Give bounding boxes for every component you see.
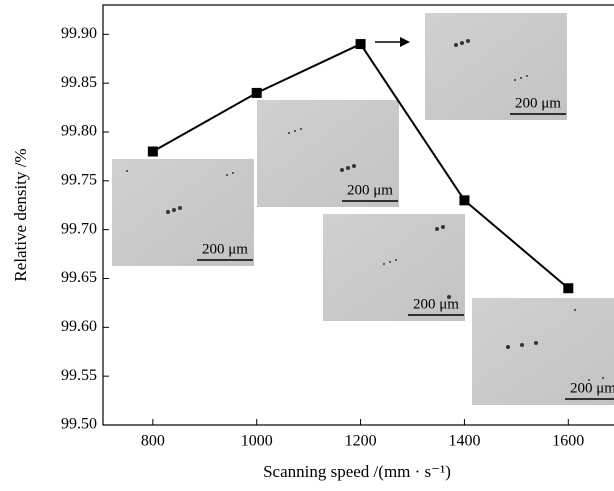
- pore: [574, 309, 576, 311]
- y-tick-label: 99.65: [61, 269, 97, 286]
- data-point: [251, 87, 262, 98]
- y-tick-label: 99.70: [61, 220, 97, 237]
- scale-bar-label: 200 μm: [570, 380, 614, 396]
- pore: [172, 208, 176, 212]
- x-axis-label: Scanning speed /(mm · s⁻¹): [263, 462, 451, 481]
- pore: [395, 259, 397, 261]
- pore: [126, 170, 128, 172]
- pore: [588, 379, 590, 381]
- micrograph: [257, 100, 399, 207]
- pore: [226, 174, 228, 176]
- data-point: [355, 39, 366, 50]
- pore: [166, 210, 170, 214]
- y-tick-label: 99.55: [61, 367, 97, 384]
- pore: [441, 225, 445, 229]
- data-point: [563, 283, 574, 294]
- scale-bar-label: 200 μm: [347, 182, 393, 198]
- data-point: [459, 195, 470, 206]
- pore: [300, 128, 302, 130]
- y-tick-label: 99.90: [61, 25, 97, 42]
- pore: [435, 227, 439, 231]
- pore: [520, 77, 522, 79]
- pore: [454, 43, 458, 47]
- arrow-head: [400, 37, 410, 47]
- micrograph: [112, 159, 254, 266]
- pore: [383, 263, 385, 265]
- x-tick-label: 1000: [241, 433, 273, 450]
- pore: [520, 343, 524, 347]
- y-tick-label: 99.75: [61, 171, 97, 188]
- x-tick-label: 1400: [448, 433, 480, 450]
- scale-bar-label: 200 μm: [202, 241, 248, 257]
- y-axis-label: Relative density /%: [11, 148, 30, 281]
- pore: [352, 164, 356, 168]
- y-tick-label: 99.50: [61, 416, 97, 433]
- y-tick-label: 99.60: [61, 318, 97, 335]
- x-tick-label: 800: [141, 433, 165, 450]
- pore: [232, 172, 234, 174]
- micrograph: [425, 13, 567, 120]
- pore: [178, 206, 182, 210]
- pore: [288, 132, 290, 134]
- pore: [389, 261, 391, 263]
- pore: [514, 79, 516, 81]
- pore: [534, 341, 538, 345]
- x-tick-label: 1200: [345, 433, 377, 450]
- y-tick-label: 99.85: [61, 74, 97, 91]
- scale-bar-label: 200 μm: [515, 95, 561, 111]
- x-tick-label: 1600: [552, 433, 584, 450]
- micrograph: [472, 298, 614, 405]
- pore: [460, 41, 464, 45]
- pore: [340, 168, 344, 172]
- pore: [466, 39, 470, 43]
- y-tick-label: 99.80: [61, 123, 97, 140]
- micrograph: [323, 214, 465, 321]
- pore: [526, 75, 528, 77]
- data-point: [147, 146, 158, 157]
- scale-bar-label: 200 μm: [413, 296, 459, 312]
- pore: [506, 345, 510, 349]
- plot-frame: [102, 4, 614, 426]
- pore: [294, 130, 296, 132]
- pore: [447, 295, 451, 299]
- pore: [346, 166, 350, 170]
- pore: [602, 377, 604, 379]
